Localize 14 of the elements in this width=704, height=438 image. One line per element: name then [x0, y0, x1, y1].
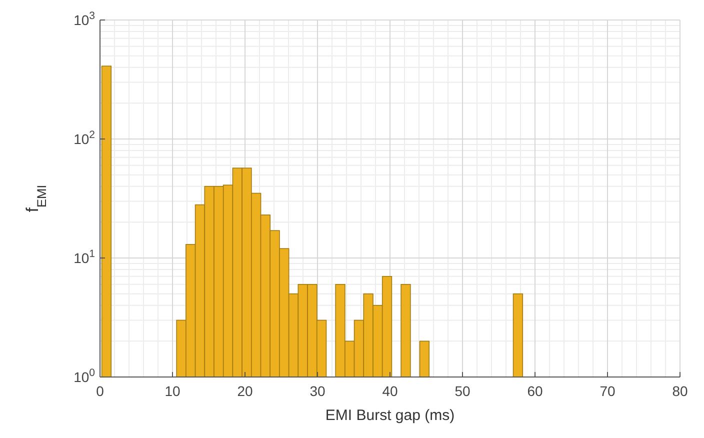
y-tick-label: 10$^{1}$ — [74, 248, 96, 266]
x-tick-label: 0 — [96, 382, 104, 399]
y-tick-label: 10$^{0}$ — [74, 367, 96, 385]
x-tick-label: 30 — [310, 382, 326, 399]
x-tick-label: 50 — [454, 382, 470, 399]
y-tick-label: 10$^{3}$ — [74, 10, 96, 28]
x-tick-label: 40 — [382, 382, 398, 399]
x-tick-label: 70 — [600, 382, 616, 399]
x-tick-label: 60 — [527, 382, 543, 399]
x-tick-label: 10 — [164, 382, 180, 399]
y-tick-label: 10$^{2}$ — [74, 129, 96, 147]
x-tick-label: 20 — [237, 382, 253, 399]
x-axis-title: EMI Burst gap (ms) — [325, 407, 455, 424]
x-tick-label: 80 — [672, 382, 688, 399]
